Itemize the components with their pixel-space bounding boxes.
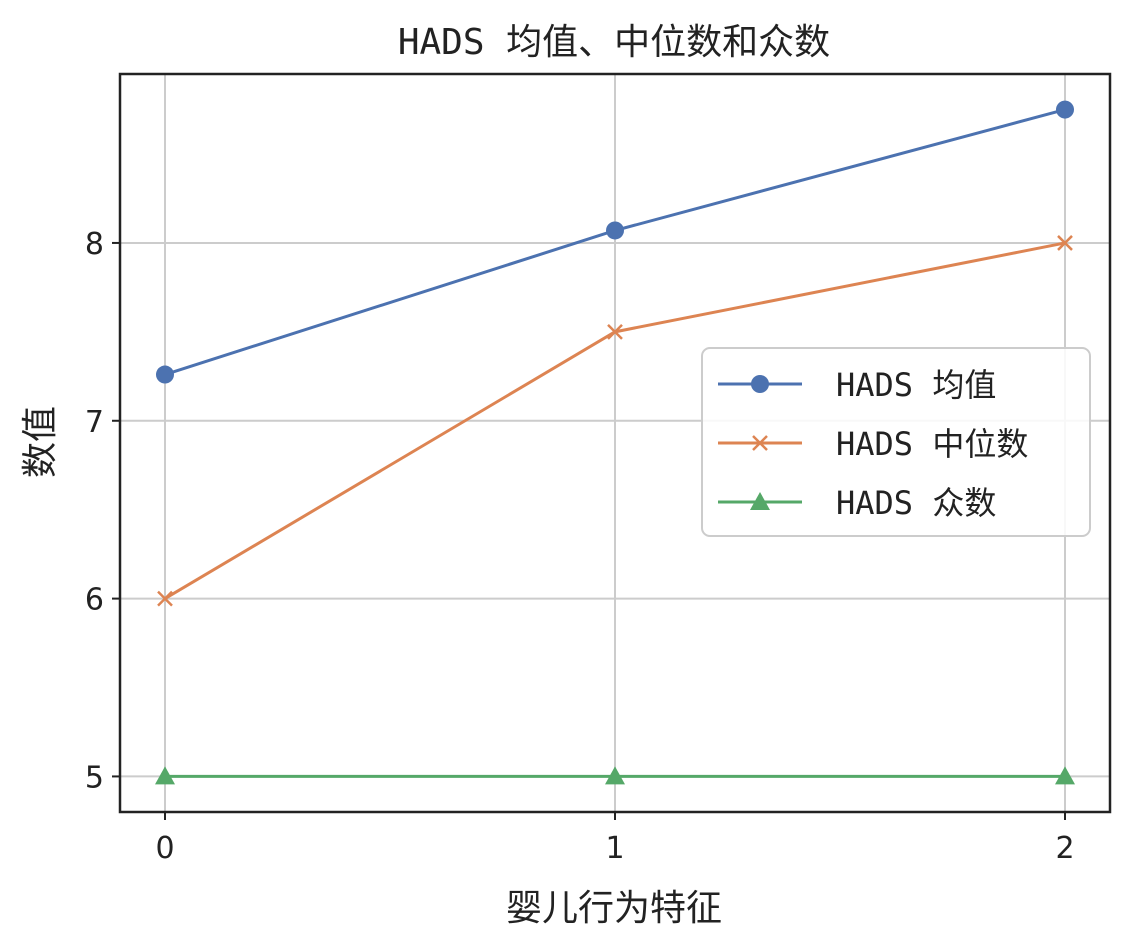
data-point-stroke [1057,235,1073,251]
data-point [606,221,624,240]
data-point [605,766,625,785]
y-tick-label: 6 [85,583,104,618]
series-layer [155,100,1075,785]
legend-entry: HADS 中位数 [718,425,1028,463]
legend-marker [750,492,770,510]
legend-label: HADS 均值 [836,366,996,404]
legend: HADS 均值 HADS 中位数 HADS 众数 [701,347,1091,537]
data-point [607,323,623,340]
legend-label: HADS 中位数 [836,425,1028,463]
y-tick-label: 8 [85,227,104,262]
series-2 [155,766,1075,785]
data-point-stroke [157,590,173,607]
x-tick-label: 1 [605,831,624,866]
legend-entry: HADS 众数 [718,484,996,522]
x-axis: 0 1 2 [155,812,1075,866]
y-axis: 5 6 7 8 [85,227,120,795]
data-point-stroke [607,323,623,340]
y-axis-label: 数值 [20,406,61,478]
legend-marker-stroke [752,435,768,451]
legend-label: HADS 众数 [836,484,996,522]
legend-entry: HADS 均值 [718,366,996,404]
series-1 [157,235,1073,607]
legend-marker [751,375,769,393]
y-tick-label: 5 [85,760,104,795]
data-point [1057,235,1073,251]
x-axis-label: 婴儿行为特征 [506,888,722,929]
y-tick-label: 7 [85,405,104,440]
x-tick-label: 2 [1055,831,1074,866]
legend-box [701,347,1091,537]
x-tick-label: 0 [155,831,174,866]
data-point [157,590,173,607]
legend-marker [752,435,768,451]
data-point [156,365,174,384]
chart-title: HADS 均值、中位数和众数 [398,22,830,63]
data-point [155,766,175,785]
series-0 [156,100,1074,384]
data-point [1056,100,1074,119]
data-point [1055,766,1075,785]
